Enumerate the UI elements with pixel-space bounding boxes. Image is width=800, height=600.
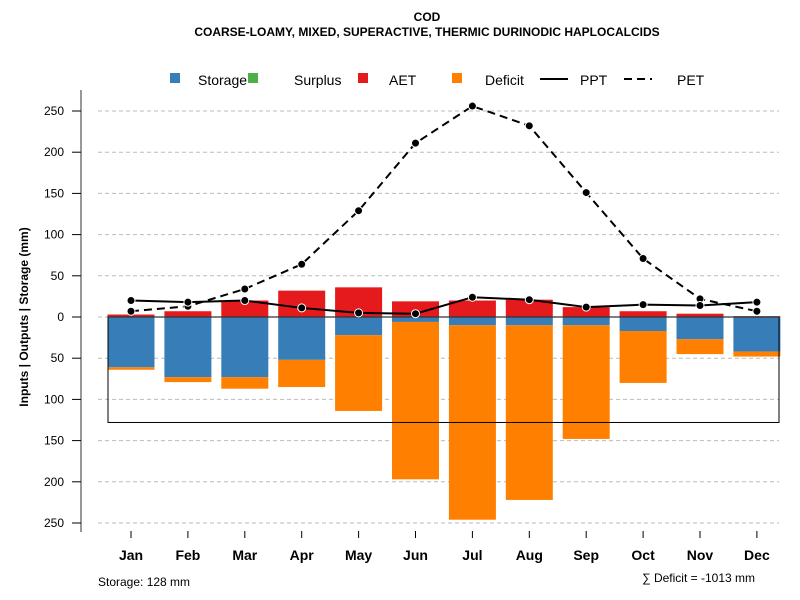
deficit-sum-annotation: ∑ Deficit = -1013 mm [642,571,755,585]
x-tick-label: Oct [631,547,655,563]
deficit-bar [733,351,781,357]
storage-bar [221,317,269,378]
aet-bar [164,311,212,317]
x-tick-label: Apr [290,547,315,563]
ppt-point [695,300,705,310]
legend-swatch-surplus [248,73,258,83]
y-tick-label: 150 [44,434,64,448]
pet-point [638,253,648,263]
pet-point [411,138,420,148]
x-tick-label: Dec [744,547,770,563]
legend: Storage Surplus AET Deficit PPT PET [170,72,705,88]
ppt-point [638,300,648,310]
ppt-point [297,303,307,313]
y-tick-label: 100 [44,392,64,406]
ppt-point [524,295,534,305]
storage-bar [733,317,781,352]
aet-bar [448,300,496,317]
ppt-point [467,292,477,302]
pet-point [752,306,762,316]
aet-bar [505,299,553,317]
storage-bar [392,317,439,322]
aet-bar [676,313,724,317]
storage-bar [335,317,383,336]
deficit-bar [335,335,383,411]
y-tick-label: 100 [44,228,64,242]
deficit-bar [505,325,553,500]
pet-point [240,284,250,294]
legend-label-pet: PET [677,72,705,88]
ppt-point [126,296,136,306]
deficit-bar [619,331,667,383]
deficit-bar [221,377,269,389]
y-tick-label: 200 [44,145,64,159]
storage-bar [278,317,326,360]
pet-point [297,259,307,269]
storage-bar [448,317,496,326]
legend-label-surplus: Surplus [294,72,341,88]
pet-point [467,101,477,111]
lines [126,101,762,319]
x-tick-label: Mar [232,547,257,563]
bars [107,287,781,520]
legend-label-aet: AET [389,72,417,88]
storage-bar [107,317,155,368]
storage-annotation: Storage: 128 mm [98,575,190,589]
legend-swatch-aet [358,73,368,83]
legend-swatch-deficit [452,73,462,83]
x-tick-label: Jun [403,547,428,563]
y-tick-label: 50 [51,351,65,365]
deficit-bar [107,367,155,370]
y-tick-label: 250 [44,104,64,118]
chart-title: COD [414,10,441,24]
y-tick-label: 200 [44,475,64,489]
y-tick-label: 250 [44,516,64,530]
pet-point [126,306,136,316]
ppt-line [130,296,757,315]
x-tick-label: Feb [175,547,200,563]
pet-point [581,188,591,198]
axes: 250 200 150 100 50 0 50 100 150 200 250 Jan Feb Mar Ap… [44,90,770,563]
aet-bar [107,314,155,317]
aet-bar [221,300,269,317]
deficit-bar [278,359,326,388]
x-tick-label: Sep [573,547,599,563]
legend-swatch-storage [170,73,180,83]
ppt-point [752,297,762,307]
storage-bar [164,317,212,378]
y-tick-label: 150 [44,186,64,200]
x-tick-label: Nov [687,547,714,563]
storage-bar [562,317,610,326]
ppt-point [354,308,364,318]
x-tick-label: Jan [119,547,143,563]
legend-label-deficit: Deficit [485,72,524,88]
ppt-point [411,309,420,319]
ppt-point [581,302,591,312]
deficit-bar [676,339,724,355]
y-axis-label: Inputs | Outputs | Storage (mm) [17,227,31,406]
y-tick-label: 0 [57,310,64,324]
deficit-bar [392,321,439,480]
x-tick-label: May [345,547,372,563]
ppt-point [183,297,193,307]
deficit-bar [164,377,212,383]
y-tick-label: 50 [51,269,65,283]
x-tick-label: Jul [462,547,482,563]
pet-line [130,104,758,313]
storage-bar [505,317,553,326]
deficit-bar [562,325,610,439]
ppt-point [240,296,250,306]
x-tick-label: Aug [516,547,543,563]
storage-bar [676,317,724,340]
legend-label-storage: Storage [198,72,247,88]
pet-point [354,206,364,216]
aet-bar [562,307,610,317]
aet-bar [619,311,667,317]
pet-point [524,121,534,131]
storage-bar [619,317,667,332]
legend-label-ppt: PPT [580,72,608,88]
chart-subtitle: COARSE-LOAMY, MIXED, SUPERACTIVE, THERMI… [194,25,659,39]
